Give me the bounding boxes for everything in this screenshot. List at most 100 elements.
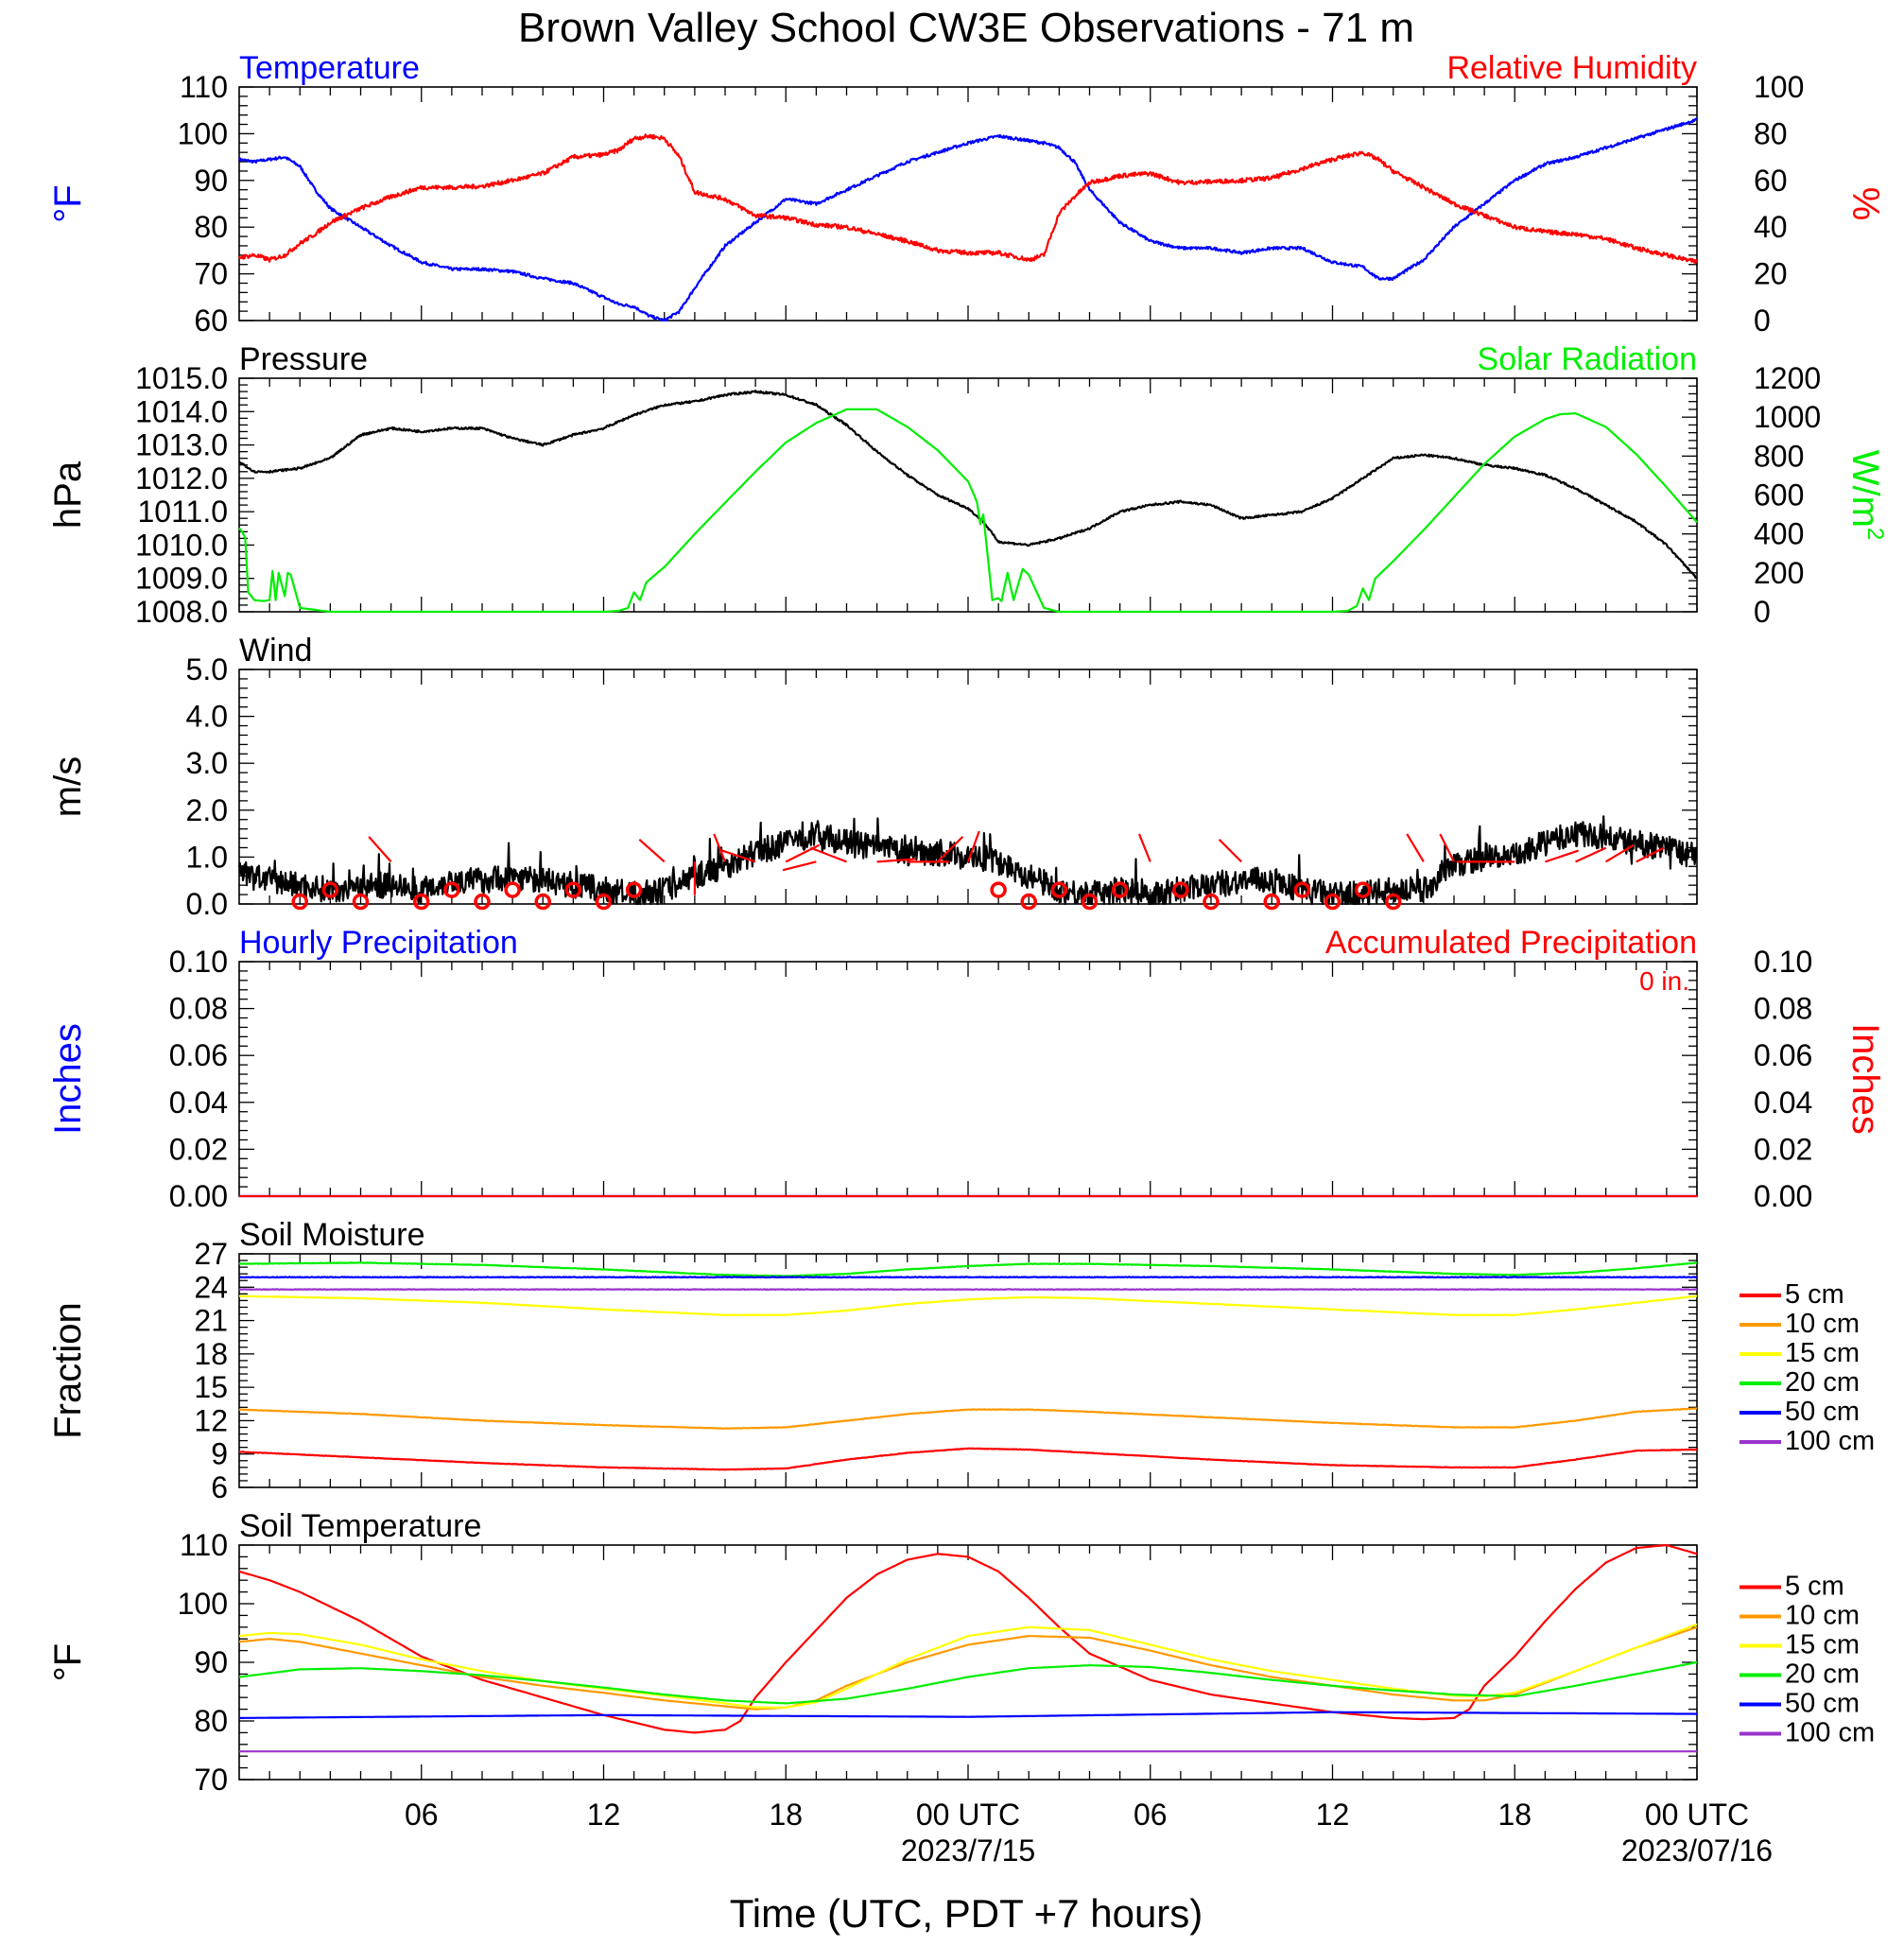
series-line-pressure [238, 390, 1698, 580]
y-tick-label-right: 0.00 [1754, 1179, 1812, 1213]
x-tick-label: 06 [1134, 1798, 1168, 1832]
x-tick-label: 06 [405, 1798, 439, 1832]
y-tick-label-left: 1009.0 [135, 562, 228, 596]
y-tick-label-left: 100 [178, 116, 228, 150]
wind-barb [721, 849, 756, 863]
y-tick-label-left: 15 [194, 1370, 228, 1404]
panel-precip: 0.00 0.02 0.04 0.06 0.08 0.10 Inches 0.00 0.02 0.… [47, 925, 1886, 1213]
y-tick-label-left: 70 [194, 1763, 228, 1797]
y-tick-label-right: 800 [1754, 439, 1804, 473]
x-tick-label: 00 UTC [1645, 1798, 1749, 1832]
wind-barb [368, 836, 392, 863]
x-axis-label: Time (UTC, PDT +7 hours) [730, 1891, 1203, 1936]
y-tick-label-left: 1008.0 [135, 595, 228, 629]
series-line-temperature [237, 117, 1698, 322]
y-tick-label-left: 21 [194, 1304, 228, 1338]
y-tick-label-right: 40 [1754, 210, 1788, 244]
calm-wind-circle [1081, 893, 1099, 911]
calm-wind-circle [1324, 893, 1341, 911]
calm-wind-circle [564, 881, 582, 898]
y-tick-label-left: 70 [194, 257, 228, 291]
y-tick-label-left: 24 [194, 1270, 228, 1304]
x-tick-label: 18 [1497, 1798, 1532, 1832]
y-axis-title-left: Fraction [47, 1302, 89, 1439]
legend-label: 20 cm [1785, 1659, 1860, 1690]
y-tick-label-left: 1010.0 [135, 528, 228, 562]
y-tick-label-left: 0.02 [169, 1132, 228, 1166]
y-tick-label-left: 4.0 [186, 700, 228, 734]
series-line-solar-radiation [238, 408, 1698, 614]
legend-label: 5 cm [1785, 1572, 1844, 1602]
legend-label: 15 cm [1785, 1338, 1860, 1368]
y-tick-label-right: 400 [1754, 517, 1804, 551]
y-tick-label-left: 2.0 [186, 793, 228, 827]
y-tick-label-right: 0.02 [1754, 1132, 1812, 1166]
y-tick-label-right: 600 [1754, 478, 1804, 513]
y-tick-label-right: 1200 [1754, 361, 1821, 395]
wind-barb [809, 846, 847, 863]
panel-pressure_solar: 1008.01009.01010.01011.01012.01013.01014… [47, 341, 1888, 629]
legend-label: 50 cm [1785, 1397, 1860, 1427]
y-tick-label-right: 0.04 [1754, 1086, 1812, 1120]
chart-title: Brown Valley School CW3E Observations - … [518, 5, 1414, 51]
y-tick-label-right: 0 [1754, 304, 1771, 338]
y-tick-label-left: 1011.0 [138, 495, 229, 529]
series-line-100-cm [238, 1288, 1698, 1291]
calm-wind-circle [1293, 881, 1311, 898]
legend-label: 100 cm [1785, 1426, 1875, 1456]
calm-wind-circle [443, 881, 460, 898]
y-tick-label-right: 0.06 [1754, 1038, 1812, 1072]
plot-frame [238, 86, 1698, 321]
legend-label: 100 cm [1785, 1718, 1875, 1748]
x-date-label: 2023/7/15 [901, 1833, 1035, 1868]
series-line-5-cm [238, 1543, 1698, 1734]
y-tick-label-left: 90 [194, 1645, 228, 1679]
y-tick-label-left: 0.06 [169, 1038, 228, 1072]
panel-label-left: Pressure [239, 341, 368, 377]
y-tick-label-left: 110 [180, 1528, 228, 1562]
y-axis-title-left: hPa [47, 460, 89, 529]
calm-wind-circle [1203, 893, 1220, 911]
x-tick-label: 00 UTC [916, 1798, 1020, 1832]
series-line-20-cm [238, 1261, 1698, 1277]
y-tick-label-left: 100 [178, 1587, 228, 1621]
wind-barb [1137, 833, 1151, 862]
accumulated-total-text: 0 in. [1639, 966, 1689, 996]
legend-label: 10 cm [1785, 1309, 1860, 1339]
y-axis-title-left: °F [47, 1643, 89, 1681]
y-tick-label-left: 0.10 [169, 945, 228, 979]
legend-label: 15 cm [1785, 1630, 1860, 1660]
panel-label-left: Soil Moisture [239, 1217, 425, 1253]
y-tick-label-left: 0.08 [169, 992, 228, 1026]
calm-wind-circle [1020, 893, 1037, 911]
y-tick-label-left: 27 [194, 1237, 228, 1271]
calm-wind-circle [321, 881, 339, 898]
wind-barb [638, 839, 666, 863]
y-tick-label-left: 0.04 [169, 1086, 228, 1120]
panel-label-left: Hourly Precipitation [239, 925, 518, 961]
series-line-5-cm [238, 1447, 1698, 1471]
wind-barb [1218, 839, 1242, 863]
x-tick-label: 18 [769, 1798, 803, 1832]
legend-label: 20 cm [1785, 1367, 1860, 1398]
series-line-20-cm [238, 1660, 1698, 1705]
y-tick-label-left: 6 [211, 1470, 228, 1504]
x-tick-label: 12 [587, 1798, 621, 1832]
wind-barb [1636, 846, 1665, 863]
y-axis-title-left: m/s [47, 756, 89, 817]
y-axis-title-superscript: 2 [1862, 528, 1888, 540]
wind-barb [1439, 833, 1455, 862]
plot-frame [238, 1544, 1698, 1781]
calm-wind-circle [1263, 893, 1280, 911]
y-axis-title-left: °F [47, 184, 89, 222]
y-tick-label-left: 18 [194, 1337, 228, 1371]
wind-barb [876, 858, 916, 863]
series-line-15-cm [238, 1623, 1698, 1709]
series-line-10-cm [238, 1625, 1698, 1711]
plot-frame [238, 961, 1698, 1197]
y-tick-label-left: 1012.0 [135, 461, 228, 495]
x-date-label: 2023/07/16 [1621, 1833, 1773, 1868]
wind-barb [1406, 833, 1425, 862]
calm-wind-circle [1354, 881, 1372, 898]
